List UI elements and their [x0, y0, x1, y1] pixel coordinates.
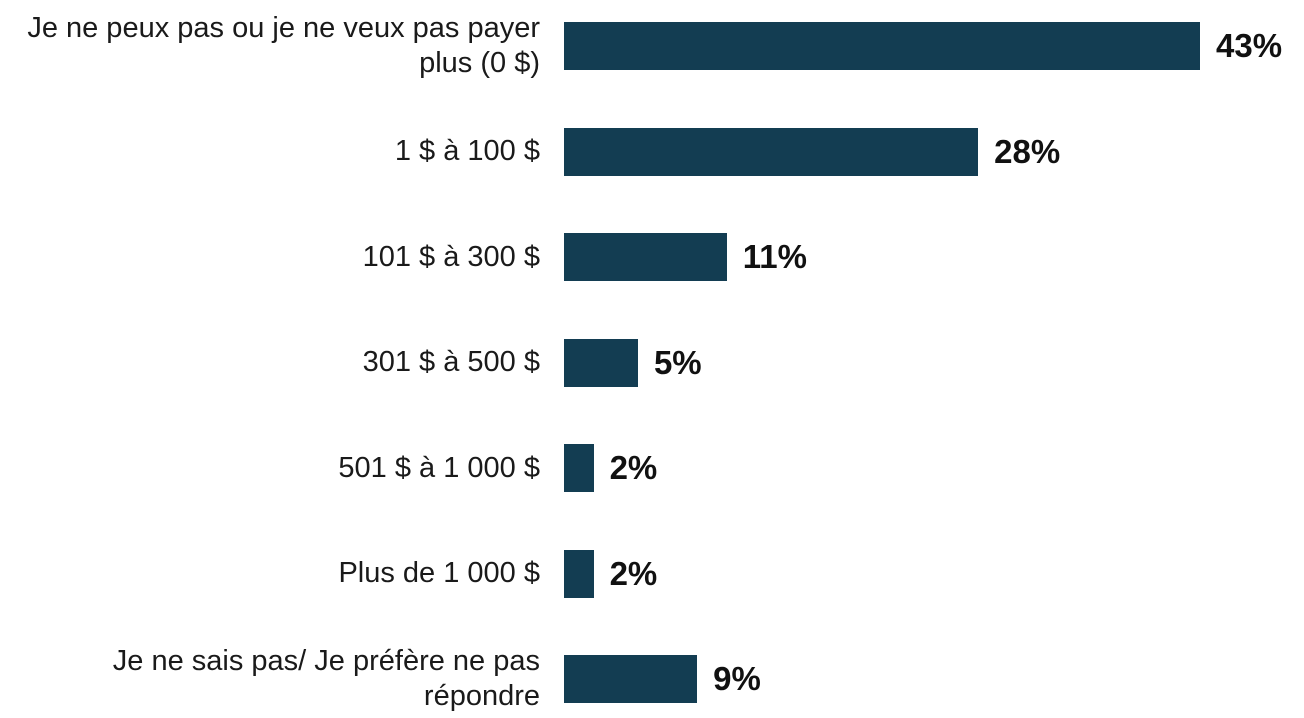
bar [564, 549, 594, 598]
bar [564, 233, 727, 281]
value-label: 2% [609, 554, 658, 592]
value-label: 43% [1216, 27, 1283, 64]
category-label: 1 $ à 100 $ [394, 135, 540, 167]
bar [564, 338, 638, 387]
category-label: 301 $ à 500 $ [362, 346, 540, 378]
value-label: 9% [713, 660, 761, 697]
category-label: Plus de 1 000 $ [338, 557, 540, 589]
value-label: 11% [742, 238, 807, 275]
bar [564, 22, 1200, 70]
value-label: 28% [994, 132, 1061, 170]
bar [564, 127, 979, 176]
value-label: 2% [609, 449, 658, 486]
category-label: 501 $ à 1 000 $ [338, 451, 540, 484]
bar [564, 655, 698, 703]
category-label: 101 $ à 300 $ [362, 240, 540, 273]
category-label: Je ne peux pas ou je ne veux pas payer p… [27, 12, 540, 79]
category-label: Je ne sais pas/ Je préfère ne pas répond… [112, 645, 540, 712]
bar [564, 444, 594, 492]
value-label: 5% [653, 343, 702, 381]
